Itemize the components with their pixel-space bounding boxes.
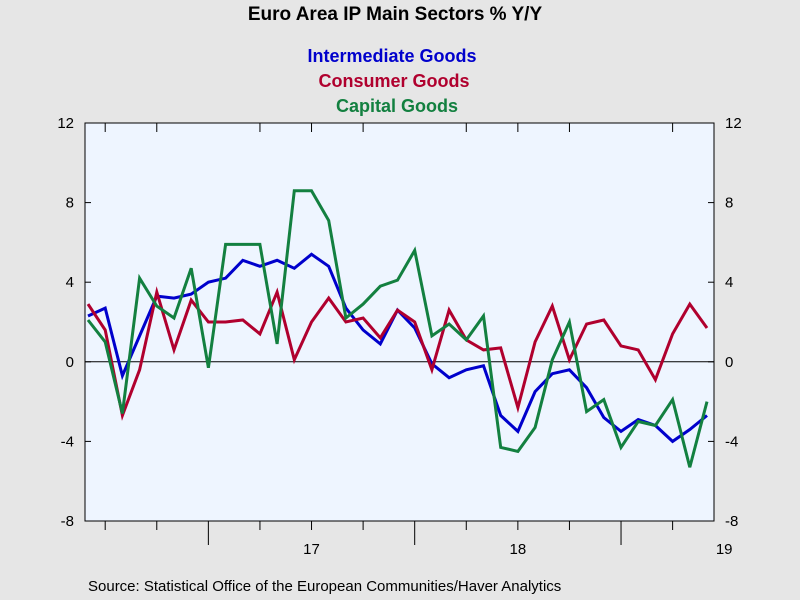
y-tick-label-right: 0 xyxy=(725,354,733,371)
source-note: Source: Statistical Office of the Europe… xyxy=(88,578,561,595)
legend-entry: Intermediate Goods xyxy=(307,46,476,66)
series-group xyxy=(86,189,709,468)
chart-title: Euro Area IP Main Sectors % Y/Y xyxy=(248,4,543,25)
legend: Intermediate Goods Consumer Goods Capital … xyxy=(307,46,476,116)
y-tick-label-right: 12 xyxy=(725,115,742,132)
legend-entry: Capital Goods xyxy=(336,96,458,116)
x-tick-label: 18 xyxy=(510,541,527,558)
x-tick-label: 19 xyxy=(716,541,733,558)
series-line-consumer-goods xyxy=(86,286,709,421)
plot-area xyxy=(84,122,715,522)
series-line-capital-goods xyxy=(86,189,709,468)
axes: -8 -8 -4 -4 0 0 4 4 8 8 12 12 17 18 19 xyxy=(57,115,741,558)
y-tick-label-left: 8 xyxy=(66,195,74,212)
y-tick-label-left: -8 xyxy=(61,513,74,530)
x-tick-label: 17 xyxy=(303,541,320,558)
y-tick-label-right: 4 xyxy=(725,274,733,291)
y-tick-label-right: -8 xyxy=(725,513,738,530)
y-tick-label-left: 4 xyxy=(66,274,74,291)
y-tick-label-right: -4 xyxy=(725,433,738,450)
y-tick-label-left: -4 xyxy=(61,433,74,450)
legend-entry: Consumer Goods xyxy=(318,71,469,91)
y-tick-label-right: 8 xyxy=(725,195,733,212)
y-tick-label-left: 12 xyxy=(57,115,74,132)
y-tick-label-left: 0 xyxy=(66,354,74,371)
